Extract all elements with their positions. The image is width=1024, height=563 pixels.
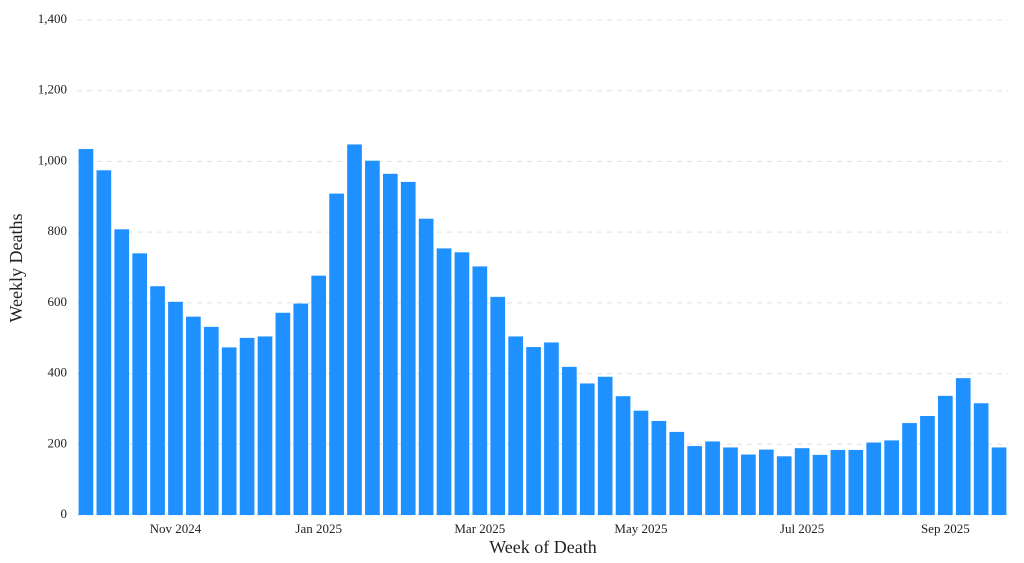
x-tick-label: Sep 2025 [921,521,970,536]
bar [705,441,720,515]
bar [884,440,899,515]
bar [812,454,828,515]
bar [168,301,183,515]
bar [347,144,362,515]
bar [597,376,613,515]
bar [311,275,327,515]
bar [776,456,792,515]
bar [78,149,94,515]
bar [132,253,148,515]
bar [96,170,112,515]
bar [830,449,846,515]
bar [848,449,864,515]
bar [293,303,309,515]
bar [436,248,452,515]
bar [418,218,434,515]
bar [669,431,685,515]
bar [902,423,917,515]
bar [400,181,416,515]
bar [633,410,649,515]
bar [275,312,291,515]
bar [991,447,1007,515]
bar [150,286,165,515]
bar [472,266,488,515]
bar [544,342,559,515]
y-tick-label: 200 [48,435,68,450]
bar [741,454,756,515]
y-tick-label: 600 [48,294,68,309]
bar [973,403,989,515]
x-tick-label: Mar 2025 [454,521,505,536]
y-tick-label: 1,200 [38,82,67,97]
x-tick-label: Nov 2024 [150,521,202,536]
x-tick-label: Jan 2025 [295,521,342,536]
bar [579,383,595,515]
bar [329,193,344,515]
bar [866,442,882,515]
bar [723,447,738,515]
bar [257,336,273,515]
bar [508,336,523,515]
y-axis-title: Weekly Deaths [6,213,26,322]
bar [937,395,953,515]
bar [239,337,255,515]
bar [615,396,631,515]
x-tick-label: May 2025 [614,521,667,536]
bar [382,173,398,515]
x-axis-title: Week of Death [489,537,597,557]
bar [365,160,380,515]
x-tick-label: Jul 2025 [780,521,824,536]
bar [955,378,971,515]
y-tick-label: 800 [48,223,68,238]
bar [920,416,935,515]
y-tick-label: 0 [61,506,68,521]
bar [794,448,810,515]
bar [186,316,201,515]
y-tick-label: 1,400 [38,11,67,26]
bar [526,347,541,515]
bar [203,326,219,515]
y-tick-label: 400 [48,365,68,380]
bar [114,229,130,516]
bar [651,420,667,515]
bar [758,449,774,515]
y-tick-label: 1,000 [38,152,67,167]
bar [221,347,237,515]
bar [562,366,577,515]
bar [687,446,703,515]
bar [454,252,470,515]
bar [490,296,506,515]
